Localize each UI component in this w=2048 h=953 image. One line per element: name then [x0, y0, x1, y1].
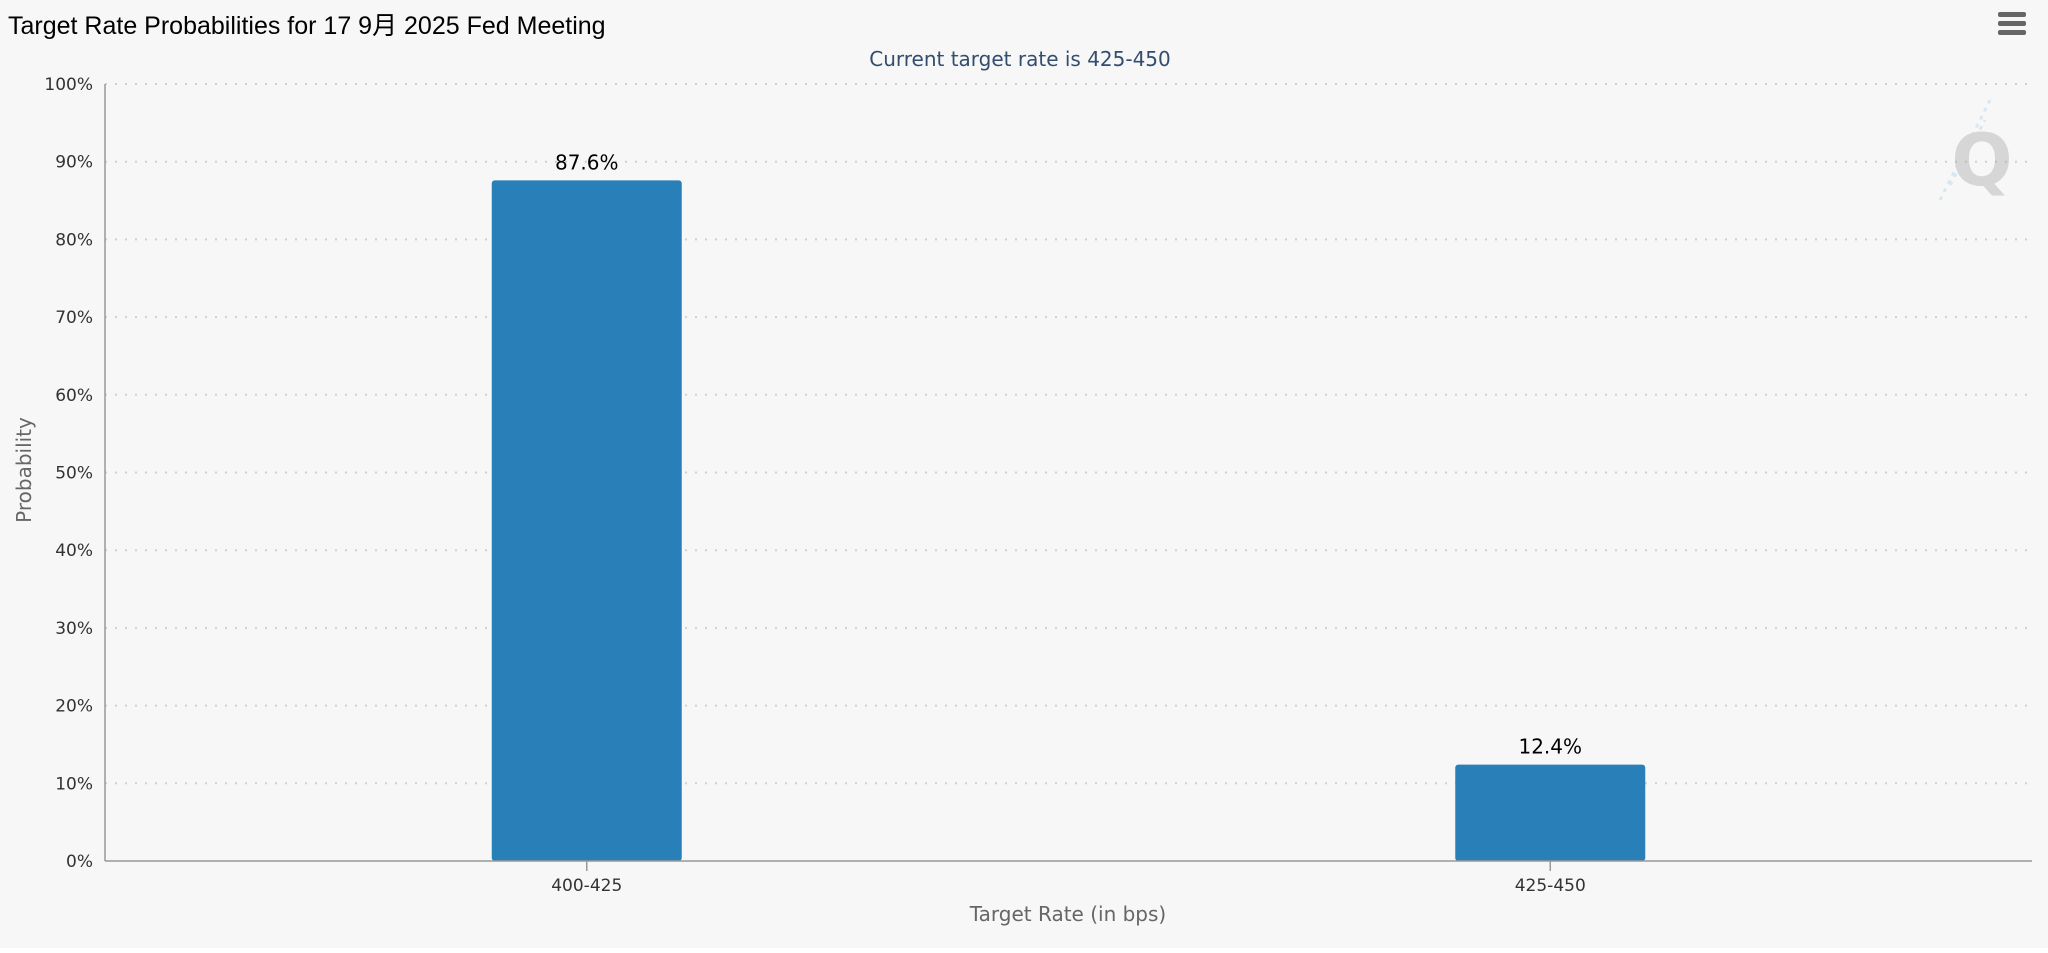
y-tick-label: 80% — [55, 230, 93, 250]
x-axis-title: Target Rate (in bps) — [969, 902, 1166, 926]
x-tick-label: 400-425 — [551, 876, 622, 896]
y-tick-label: 0% — [66, 852, 93, 872]
y-tick-label: 100% — [44, 75, 93, 95]
y-tick-label: 10% — [55, 774, 93, 794]
y-tick-label: 20% — [55, 697, 93, 717]
chart-subtitle: Current target rate is 425-450 — [869, 47, 1171, 71]
bar-400-425 — [491, 180, 682, 861]
svg-text:Q: Q — [1951, 118, 2012, 202]
y-tick-label: 60% — [55, 386, 93, 406]
data-labels: 87.6% 12.4% — [555, 150, 1582, 758]
data-label: 12.4% — [1518, 735, 1582, 759]
bars — [491, 180, 1646, 861]
x-tick-label: 425-450 — [1515, 876, 1586, 896]
grid-lines — [105, 83, 2032, 785]
hamburger-menu-icon[interactable] — [1994, 12, 2030, 42]
cme-q-logo-icon: Q — [1938, 99, 2013, 202]
bar-425-450 — [1455, 764, 1646, 861]
y-tick-label: 30% — [55, 619, 93, 639]
y-tick-label: 90% — [55, 153, 93, 173]
y-axis-title: Probability — [12, 417, 36, 523]
data-label: 87.6% — [555, 150, 619, 174]
y-tick-label: 50% — [55, 464, 93, 484]
y-tick-label: 40% — [55, 541, 93, 561]
y-tick-label: 70% — [55, 308, 93, 328]
page-title: Target Rate Probabilities for 17 9月 2025… — [8, 12, 606, 40]
axes: 0% 10% 20% 30% 40% 50% 60% 70% 80% 90% 100% 400-425… — [44, 75, 2032, 896]
